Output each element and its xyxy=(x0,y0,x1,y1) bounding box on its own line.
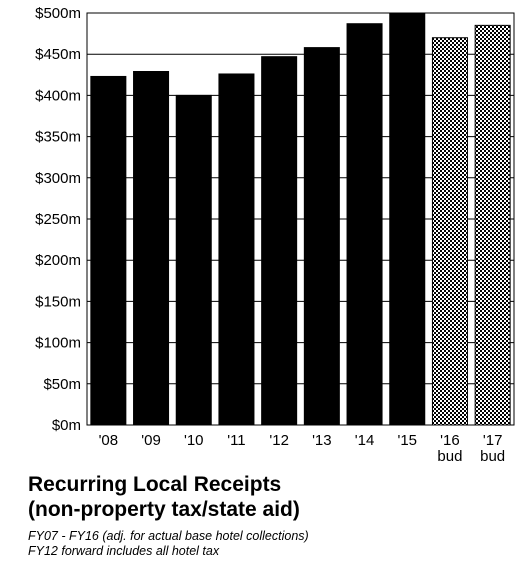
bar xyxy=(346,23,383,426)
y-tick-label: $350m xyxy=(35,129,81,146)
x-tick-label: '12 xyxy=(269,432,289,449)
x-axis-ticks: '08 '09 '10 '11 '12 '13 '14 '15 '16 bud '17 bud xyxy=(99,432,506,465)
bar xyxy=(90,75,127,426)
x-tick-label: '17 bud xyxy=(480,432,505,465)
x-tick-label: '14 xyxy=(355,432,375,449)
x-tick-label: '13 xyxy=(312,432,332,449)
y-tick-label: $250m xyxy=(35,211,81,228)
y-tick-label: $0m xyxy=(52,417,81,434)
chart-note-1: FY07 - FY16 (adj. for actual base hotel … xyxy=(28,529,309,543)
bar xyxy=(303,47,340,426)
bar xyxy=(175,94,212,426)
chart-note-2: FY12 forward includes all hotel tax xyxy=(28,544,220,558)
chart-title-line-2: (non-property tax/state aid) xyxy=(28,498,300,521)
chart-title: Recurring Local Receipts (non-property t… xyxy=(28,472,300,522)
chart-title-line-1: Recurring Local Receipts xyxy=(28,473,282,496)
bar xyxy=(261,56,298,426)
x-tick-label: '09 xyxy=(141,432,161,449)
bar-budget xyxy=(474,24,511,426)
x-tick-label: '16 bud xyxy=(437,432,462,465)
y-tick-label: $150m xyxy=(35,293,81,310)
plot-frame xyxy=(86,12,515,426)
y-tick-label: $300m xyxy=(35,170,81,187)
y-tick-label: $400m xyxy=(35,87,81,104)
bar xyxy=(218,73,255,426)
bar xyxy=(389,12,426,426)
bars xyxy=(90,12,511,426)
bar-chart: $0m $50m $100m $150m $200m $250m $300m $350m $40… xyxy=(35,5,515,465)
y-axis-ticks: $0m $50m $100m $150m $200m $250m $300m $350m $40… xyxy=(35,5,81,434)
chart-notes: FY07 - FY16 (adj. for actual base hotel … xyxy=(28,529,309,559)
x-tick-label: '08 xyxy=(99,432,119,449)
bar-budget xyxy=(431,37,468,426)
y-tick-label: $200m xyxy=(35,252,81,269)
bar xyxy=(133,71,170,426)
y-tick-label: $50m xyxy=(43,376,81,393)
x-tick-label: '10 xyxy=(184,432,204,449)
x-tick-label: '11 xyxy=(227,432,245,449)
y-tick-label: $100m xyxy=(35,335,81,352)
y-tick-label: $450m xyxy=(35,46,81,63)
y-tick-label: $500m xyxy=(35,5,81,22)
x-tick-label: '15 xyxy=(397,432,417,449)
